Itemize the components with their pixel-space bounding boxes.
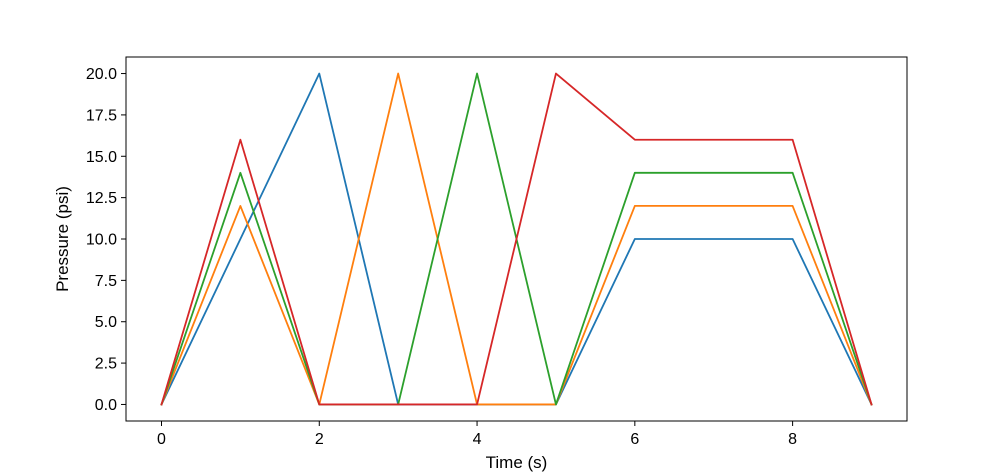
- x-axis-title: Time (s): [486, 453, 548, 472]
- x-tick-label: 6: [630, 431, 639, 448]
- y-tick-label: 5.0: [95, 314, 117, 331]
- series-line-4: [160, 72, 873, 406]
- x-axis: 0 2 4 6 8: [157, 421, 797, 448]
- series-line-3: [160, 72, 873, 406]
- x-tick-label: 4: [473, 431, 482, 448]
- y-tick-label: 15.0: [86, 149, 117, 166]
- x-tick-label: 0: [157, 431, 166, 448]
- y-tick-label: 10.0: [86, 232, 117, 249]
- series-layer: [160, 72, 873, 406]
- y-axis-title: Pressure (psi): [53, 186, 72, 292]
- y-tick-label: 20.0: [86, 66, 117, 83]
- x-tick-label: 2: [315, 431, 324, 448]
- y-tick-label: 12.5: [86, 190, 117, 207]
- y-tick-label: 2.5: [95, 356, 117, 373]
- y-tick-label: 17.5: [86, 107, 117, 124]
- y-axis: 0.0 2.5 5.0 7.5 10.0 12.5 15.0 17.5 20.0: [86, 66, 126, 414]
- x-tick-label: 8: [788, 431, 797, 448]
- y-tick-label: 7.5: [95, 273, 117, 290]
- y-tick-label: 0.0: [95, 397, 117, 414]
